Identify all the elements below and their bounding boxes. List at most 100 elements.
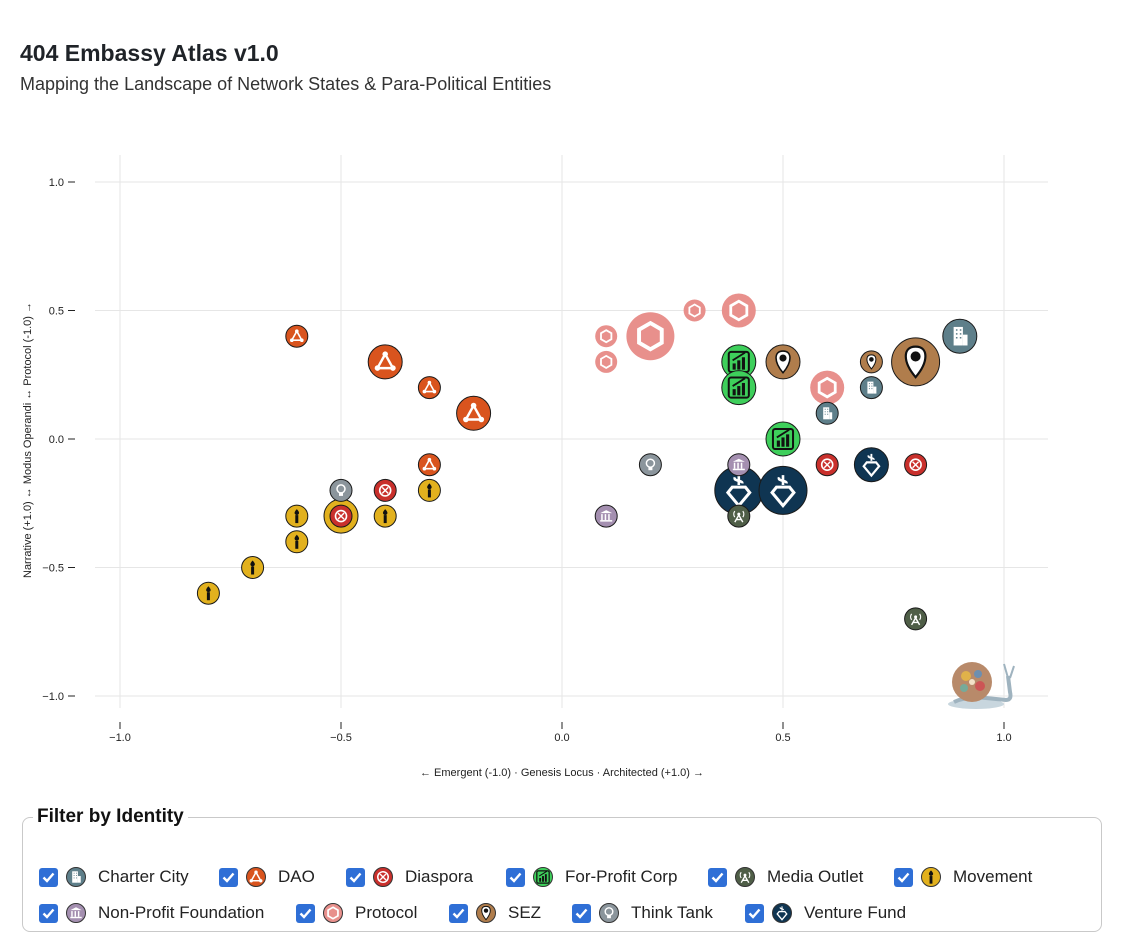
filter-item-non-profit-foundation[interactable]: Non-Profit Foundation — [39, 901, 264, 925]
point-protocol[interactable] — [810, 370, 845, 405]
point-protocol[interactable] — [626, 312, 675, 361]
point-movement[interactable] — [373, 504, 397, 528]
point-dao[interactable] — [417, 376, 441, 400]
point-dao[interactable] — [367, 344, 403, 380]
point-charter-city[interactable] — [815, 401, 839, 425]
point-diaspora[interactable] — [904, 453, 928, 477]
torch-icon — [250, 560, 255, 575]
filter-checkbox[interactable] — [572, 903, 591, 923]
x-tick-label: 0.0 — [554, 732, 569, 744]
point-marker — [721, 293, 756, 328]
hexagon-icon — [729, 299, 749, 322]
torch-icon — [427, 483, 432, 498]
filter-checkbox[interactable] — [506, 867, 525, 887]
torch-icon — [206, 586, 211, 601]
filter-legend: Filter by Identity — [37, 806, 184, 827]
hexagon-icon — [817, 376, 837, 399]
filter-checkbox[interactable] — [894, 867, 913, 887]
point-sez[interactable] — [859, 350, 883, 374]
point-sez[interactable] — [891, 337, 941, 387]
filter-item-media-outlet[interactable]: Media Outlet — [708, 865, 863, 889]
point-charter-city[interactable] — [942, 318, 978, 354]
y-tick-label: 0.5 — [49, 306, 64, 318]
filter-checkbox[interactable] — [449, 903, 468, 923]
dollar-diamond-icon — [772, 903, 792, 923]
filter-item-sez[interactable]: SEZ — [449, 901, 541, 925]
point-movement[interactable] — [196, 581, 220, 605]
filter-checkbox[interactable] — [39, 903, 58, 923]
point-movement[interactable] — [241, 556, 265, 579]
scatter-chart: 1.0 0.5 0.0 −0.5 −1.0 −1.0 −0.5 0.0 0.5 1.0 ← Eme… — [22, 155, 1048, 779]
point-dao[interactable] — [417, 453, 441, 477]
filter-item-for-profit-corp[interactable]: For-Profit Corp — [506, 865, 677, 889]
filter-item-diaspora[interactable]: Diaspora — [346, 865, 473, 889]
axes: 1.0 0.5 0.0 −0.5 −1.0 −1.0 −0.5 0.0 0.5 1.0 — [42, 177, 1011, 744]
point-non-profit-foundation[interactable] — [594, 504, 618, 528]
point-marker — [417, 376, 441, 400]
point-media-outlet[interactable] — [904, 607, 928, 631]
point-marker — [638, 453, 662, 477]
point-movement[interactable] — [417, 478, 441, 502]
point-non-profit-foundation[interactable] — [727, 453, 751, 477]
growth-chart-icon — [771, 427, 795, 451]
hexagon-icon — [600, 329, 613, 344]
point-marker — [626, 312, 675, 361]
filter-item-movement[interactable]: Movement — [894, 865, 1032, 889]
filter-item-think-tank[interactable]: Think Tank — [572, 901, 713, 925]
triangle-network-icon — [422, 380, 437, 394]
torch-icon — [382, 509, 388, 524]
point-for-profit-corp[interactable] — [765, 421, 801, 457]
point-diaspora[interactable] — [815, 453, 839, 477]
filter-item-dao[interactable]: DAO — [219, 865, 315, 889]
point-venture-fund[interactable] — [758, 465, 808, 515]
point-for-profit-corp[interactable] — [721, 370, 757, 406]
point-think-tank[interactable] — [638, 453, 662, 477]
identity-filter: Filter by Identity Charter City DAO Diaspo… — [22, 806, 1102, 932]
filter-item-venture-fund[interactable]: Venture Fund — [745, 901, 906, 925]
point-movement[interactable] — [285, 530, 309, 554]
filter-checkbox[interactable] — [296, 903, 315, 923]
dollar-diamond-icon — [862, 453, 881, 478]
point-dao[interactable] — [456, 395, 492, 431]
filter-label: Movement — [953, 867, 1033, 886]
torch-icon — [921, 867, 941, 887]
point-for-profit-corp[interactable] — [721, 344, 757, 380]
point-protocol[interactable] — [595, 325, 618, 348]
point-diaspora[interactable] — [373, 478, 397, 502]
point-marker — [417, 453, 441, 477]
columns-icon — [66, 903, 86, 923]
point-dao[interactable] — [285, 324, 309, 348]
point-venture-fund[interactable] — [853, 447, 889, 483]
point-marker — [853, 447, 889, 483]
building-icon — [66, 867, 86, 887]
filter-checkbox[interactable] — [39, 867, 58, 887]
snail-mascot-icon — [948, 662, 1015, 709]
point-marker — [758, 465, 808, 515]
point-think-tank[interactable] — [329, 478, 353, 502]
lightbulb-icon — [645, 458, 656, 471]
point-movement[interactable] — [285, 504, 309, 528]
filter-item-charter-city[interactable]: Charter City — [39, 865, 189, 889]
point-charter-city[interactable] — [859, 376, 883, 400]
filter-label: For-Profit Corp — [565, 867, 678, 886]
filter-label: Diaspora — [405, 867, 474, 886]
filter-checkbox[interactable] — [745, 903, 764, 923]
filter-checkbox[interactable] — [346, 867, 365, 887]
filter-checkbox[interactable] — [219, 867, 238, 887]
x-axis-label: ← Emergent (-1.0) · Genesis Locus · Arch… — [420, 767, 704, 779]
point-diaspora[interactable] — [329, 504, 353, 528]
filter-item-protocol[interactable]: Protocol — [296, 901, 417, 925]
map-pin-gear-icon — [866, 354, 877, 370]
point-protocol[interactable] — [595, 350, 618, 373]
broadcast-tower-icon — [910, 613, 922, 626]
point-marker — [285, 324, 309, 348]
broadcast-tower-icon — [735, 867, 755, 887]
point-marker — [810, 370, 845, 405]
point-media-outlet[interactable] — [727, 504, 751, 528]
building-icon — [867, 381, 877, 394]
point-sez[interactable] — [765, 344, 801, 380]
point-protocol[interactable] — [721, 293, 756, 328]
filter-checkbox[interactable] — [708, 867, 727, 887]
data-points — [196, 293, 978, 631]
point-protocol[interactable] — [683, 299, 706, 322]
